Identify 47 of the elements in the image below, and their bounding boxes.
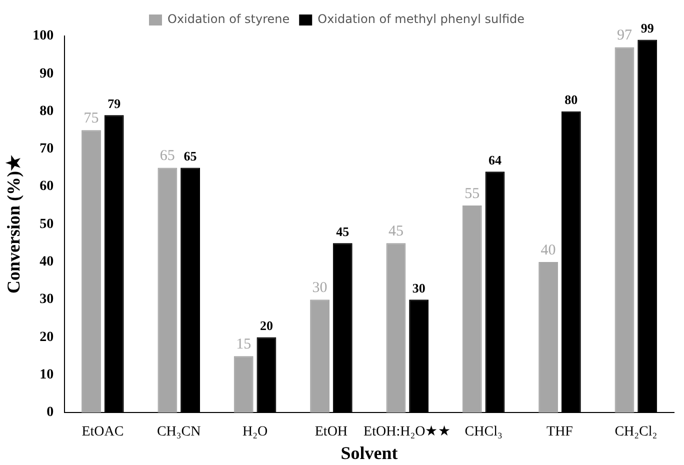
y-tick-label: 20 — [40, 330, 54, 345]
y-tick-label: 10 — [40, 368, 54, 383]
x-tick-label: CH₂Cl₂ — [614, 424, 658, 440]
data-label: 99 — [640, 20, 654, 36]
bar — [158, 168, 178, 413]
y-tick-label: 60 — [40, 179, 54, 194]
data-label: 65 — [160, 148, 175, 164]
bar — [82, 130, 101, 413]
data-label: 15 — [236, 336, 252, 353]
bar — [462, 205, 482, 413]
x-tick-label: THF — [546, 424, 574, 440]
x-tick-label: CHCl₃ — [464, 424, 502, 440]
x-tick-label: H₂O — [242, 424, 268, 440]
data-label: 45 — [336, 224, 350, 239]
data-label: 45 — [388, 224, 404, 240]
data-label: 75 — [84, 110, 99, 127]
data-label: 64 — [488, 152, 502, 168]
y-tick-label: 90 — [40, 66, 54, 82]
bar — [310, 300, 330, 413]
data-label: 97 — [616, 28, 632, 44]
y-tick-label: 100 — [32, 28, 54, 44]
y-axis-title: Conversion (%)★ — [3, 154, 24, 294]
data-label: 80 — [564, 92, 578, 108]
legend-label: Oxidation of methyl phenyl sulfide — [318, 12, 525, 26]
x-tick-label: EtOAC — [82, 424, 124, 440]
bar — [386, 243, 406, 413]
y-tick-label: 70 — [40, 142, 54, 157]
data-label: 20 — [260, 318, 273, 334]
data-label: 79 — [108, 96, 122, 111]
data-label: 30 — [412, 280, 426, 296]
y-tick-label: 80 — [40, 104, 54, 119]
bar — [538, 262, 558, 413]
y-tick-label: 0 — [46, 405, 54, 420]
y-tick-label: 30 — [40, 292, 54, 308]
y-tick-label: 40 — [40, 254, 54, 270]
legend-label: Oxidation of styrene — [167, 12, 290, 26]
bar — [614, 47, 634, 413]
data-label: 30 — [312, 280, 328, 296]
data-label: 55 — [464, 186, 480, 202]
x-axis-title: Solvent — [340, 442, 398, 463]
data-label: 65 — [184, 148, 198, 164]
x-tick-label: CH₃CN — [156, 424, 201, 440]
x-tick-label: EtOH:H₂O★★ — [364, 424, 452, 440]
bar — [234, 356, 254, 413]
x-tick-label: EtOH — [314, 424, 348, 440]
data-label: 40 — [540, 242, 556, 258]
y-tick-label: 50 — [40, 216, 54, 232]
